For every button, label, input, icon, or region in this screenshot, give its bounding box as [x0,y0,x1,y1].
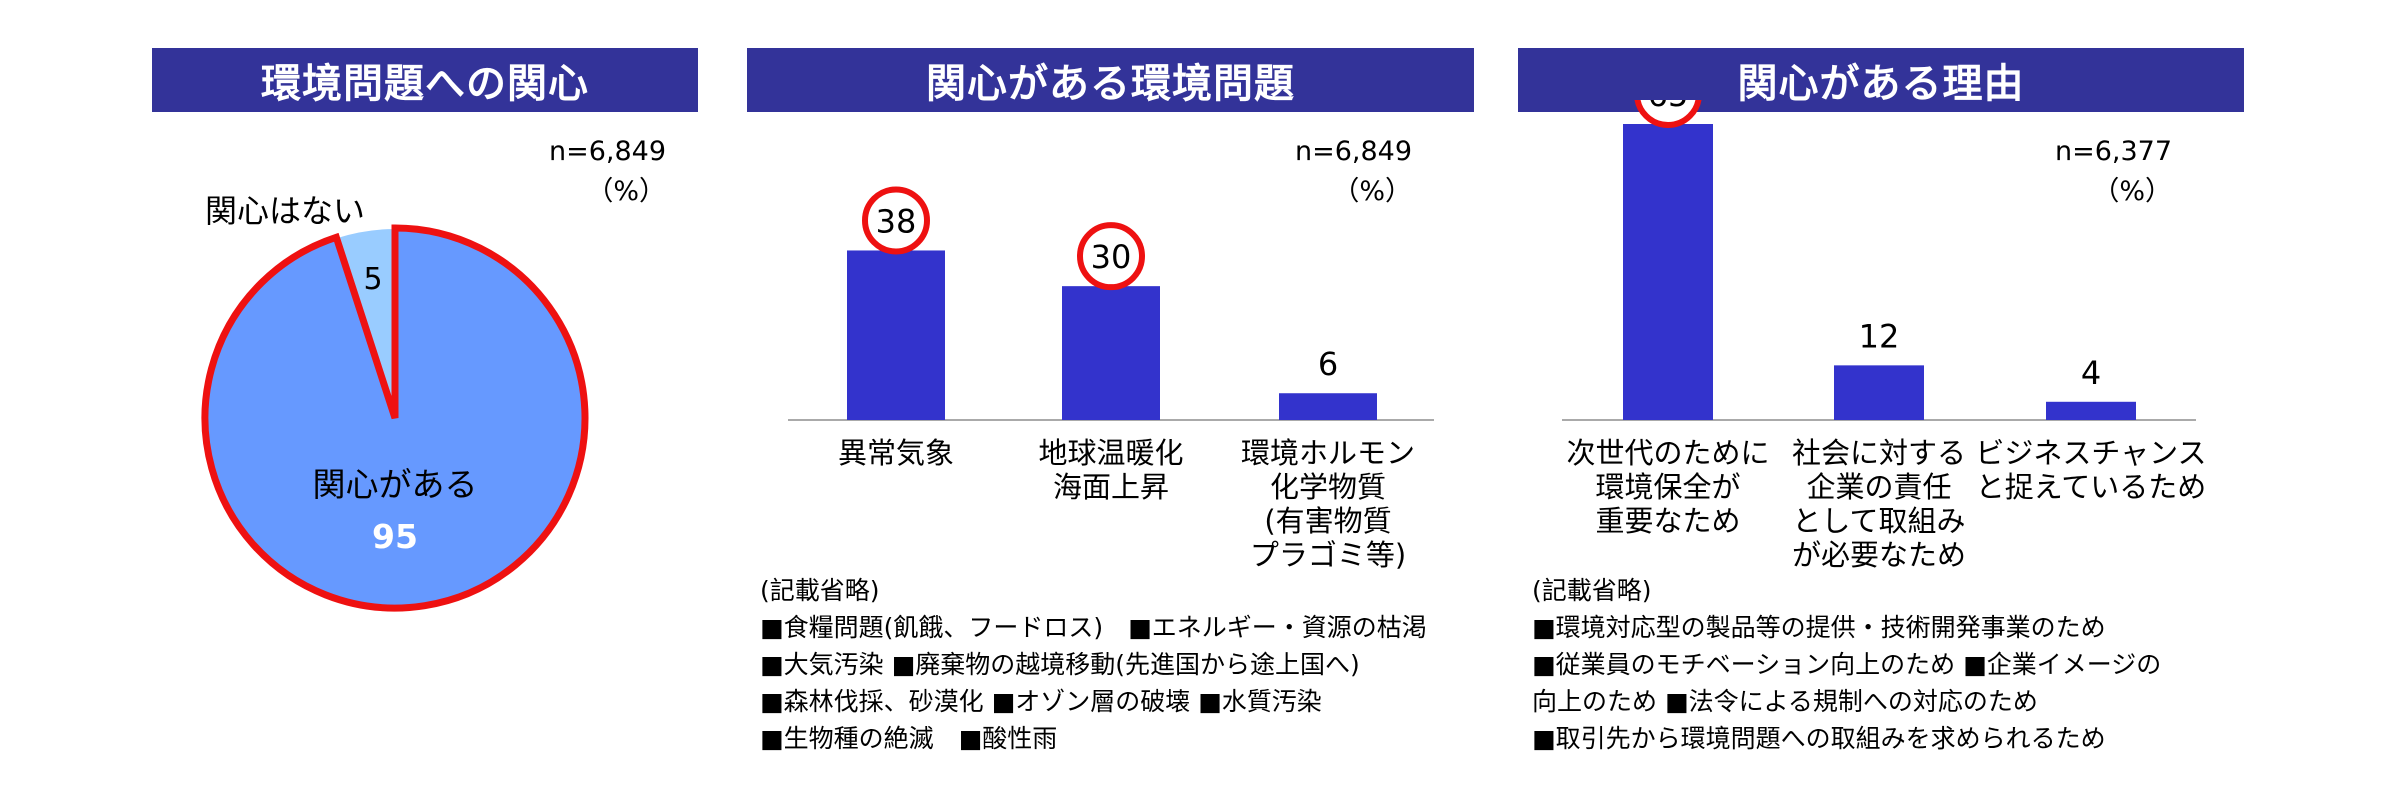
issues-note-4: ■生物種の絶滅 ■酸性雨 [760,724,1058,753]
pie-panel: 環境問題への関心 n=6,849 （%） 5 関心はない関心がある 95 [0,0,720,800]
pie-value-interested: 95 [372,517,418,556]
pie-label-interested: 関心がある [313,465,478,504]
bar-2 [1834,365,1924,420]
bar-value-label-2: 30 [1091,238,1132,276]
bar-value-label-3: 6 [1318,345,1338,383]
bar-value-label-1: 65 [1648,100,1689,114]
bar-2 [1062,286,1160,420]
issues-note-1: ■食糧問題(飢餓、フードロス) ■エネルギー・資源の枯渇 [760,613,1427,642]
reasons-notes: (記載省略) ■環境対応型の製品等の提供・技術開発事業のため ■従業員のモチベー… [1532,572,2161,757]
reasons-note-2: ■従業員のモチベーション向上のため ■企業イメージの [1532,650,2162,679]
pie-title: 環境問題への関心 [152,48,698,112]
reasons-bar-chart: 65 12 4 [1562,100,2196,421]
bar-value-label-2: 12 [1859,317,1900,355]
reasons-n-label: n=6,377 [2054,136,2172,167]
issues-n-label: n=6,849 [1294,136,1412,167]
category-label-1: 異常気象 [837,436,954,470]
issues-notes: (記載省略) ■食糧問題(飢餓、フードロス) ■エネルギー・資源の枯渇 ■大気汚… [760,572,1427,757]
category-label-3: ビジネスチャンス と捉えているため [1975,436,2207,504]
issues-unit-label: （%） [1332,176,1412,207]
reasons-note-3: 向上のため ■法令による規制への対応のため [1532,687,2038,716]
pie-label-not-interested: 関心はない [205,192,365,230]
issues-bar-chart: 38 30 6 [788,186,1434,421]
reasons-unit-label: （%） [2092,176,2172,207]
value-highlight-circle-1 [1634,100,1702,128]
pie-n-label: n=6,849 [548,136,666,167]
category-label-1: 次世代のために 環境保全が 重要なため [1566,436,1770,538]
bar-value-label-1: 38 [876,202,917,240]
bar-value-label-3: 4 [2081,354,2101,392]
category-label-2: 地球温暖化 海面上昇 [1038,436,1184,504]
bar-3 [1279,393,1377,420]
reasons-note-1: ■環境対応型の製品等の提供・技術開発事業のため [1532,613,2106,642]
value-highlight-circle-2 [1077,222,1145,291]
bar-1 [1623,124,1713,420]
category-label-2: 社会に対する 企業の責任 として取組み が必要なため [1791,436,1966,572]
category-label-3: 環境ホルモン 化学物質 (有害物質 プラゴミ等) [1240,436,1415,572]
bar-3 [2046,401,2136,420]
reasons-notes-title: (記載省略) [1532,576,1652,605]
issues-panel: 関心がある環境問題 n=6,849 （%） 38 30 6 異常気象 地球温暖化 海面上… [740,0,1480,800]
value-highlight-circle-1 [862,186,930,255]
issues-note-2: ■大気汚染 ■廃棄物の越境移動(先進国から途上国へ) [760,650,1360,679]
issues-notes-title: (記載省略) [760,576,880,605]
pie-unit-label: （%） [586,176,666,207]
issues-note-3: ■森林伐採、砂漠化 ■オゾン層の破壊 ■水質汚染 [760,687,1322,716]
bar-1 [847,250,945,420]
reasons-panel: 関心がある理由 n=6,377 （%） 65124 次世代のために環境保全が重要… [1510,0,2250,800]
pie-value-not-interested: 5 [363,262,382,297]
reasons-note-4: ■取引先から環境問題への取組みを求められるため [1532,724,2106,753]
pie-slice-interested [201,224,589,612]
issues-title: 関心がある環境問題 [747,48,1474,112]
